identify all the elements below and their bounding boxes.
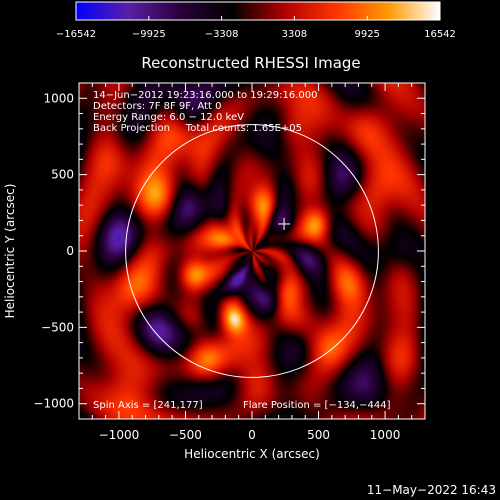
colorbar-tick-label: 9925 (354, 29, 379, 40)
x-tick-label: 0 (248, 428, 256, 442)
footer-timestamp: 11−May−2022 16:43 (367, 483, 496, 497)
x-tick-label: 1000 (370, 428, 401, 442)
colorbar-ticks: −16542 −9925 −3308 3308 9925 16542 (56, 16, 456, 40)
y-axis-label: Heliocentric Y (arcsec) (3, 184, 17, 319)
axis-ticks: −1000 −500 0 500 1000 −1000 −500 0 500 1000 (33, 83, 425, 442)
colorbar (75, 1, 441, 21)
info-line-method: Back Projection Total counts: 1.65E+05 (93, 123, 302, 134)
y-tick-label: −1000 (33, 397, 74, 411)
x-tick-label: −500 (169, 428, 202, 442)
colorbar-tick-label: 3308 (282, 29, 307, 40)
y-tick-label: 0 (66, 244, 74, 258)
flare-position-label: Flare Position = [−134,−444] (243, 400, 391, 411)
info-line-detectors: Detectors: 7F 8F 9F, Att 0 (93, 101, 221, 112)
colorbar-tick-label: −16542 (56, 29, 96, 40)
colorbar-tick-label: 16542 (424, 29, 456, 40)
solar-disk-circle (125, 124, 379, 378)
colorbar-tick-label: −3308 (205, 29, 239, 40)
y-tick-label: 500 (51, 168, 74, 182)
colorbar-tick-label: −9925 (132, 29, 166, 40)
chart-title: Reconstructed RHESSI Image (141, 54, 360, 72)
info-line-date: 14−Jun−2012 19:23:16.000 to 19:29:16.000 (93, 90, 318, 101)
info-text-block: 14−Jun−2012 19:23:16.000 to 19:29:16.000… (93, 90, 318, 134)
x-axis-label: Heliocentric X (arcsec) (184, 447, 320, 461)
spin-axis-cross-marker (278, 217, 291, 230)
spin-axis-label: Spin Axis = [241,177] (93, 400, 203, 411)
y-tick-label: −500 (41, 320, 74, 334)
y-tick-label: 1000 (43, 91, 74, 105)
x-tick-label: 500 (307, 428, 330, 442)
x-tick-label: −1000 (99, 428, 140, 442)
info-line-energy: Energy Range: 6.0 − 12.0 keV (93, 112, 244, 123)
